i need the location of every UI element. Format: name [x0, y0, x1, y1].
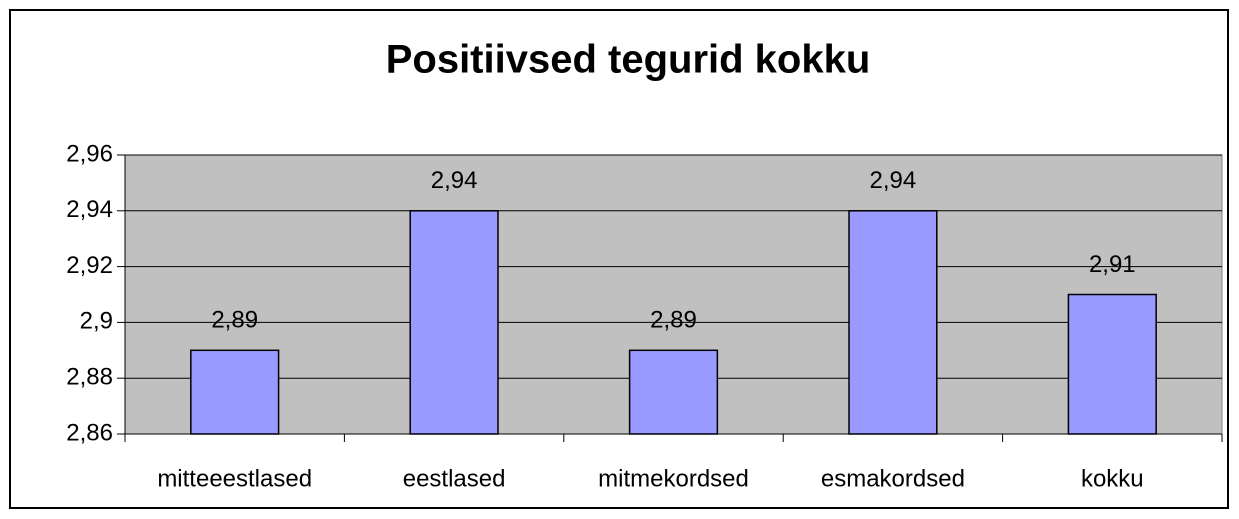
x-tick-label: mitmekordsed — [598, 465, 749, 492]
y-tick-label: 2,92 — [66, 252, 113, 279]
data-label: 2,89 — [211, 307, 258, 334]
data-label: 2,89 — [650, 307, 697, 334]
y-tick-label: 2,96 — [66, 140, 113, 167]
data-label: 2,94 — [870, 167, 917, 194]
y-tick-label: 2,94 — [66, 196, 113, 223]
x-tick-label: eestlased — [403, 465, 506, 492]
y-tick-label: 2,9 — [80, 308, 113, 335]
x-tick-label: mitteeestlased — [157, 465, 312, 492]
bar — [409, 210, 499, 435]
bar — [190, 349, 280, 435]
data-label: 2,91 — [1089, 251, 1136, 278]
bar — [1067, 293, 1157, 435]
bar — [848, 210, 938, 435]
x-tick-label: kokku — [1081, 465, 1144, 492]
x-tick-label: esmakordsed — [821, 465, 965, 492]
y-tick-label: 2,88 — [66, 364, 113, 391]
bar — [628, 349, 719, 435]
chart-title: Positiivsed tegurid kokku — [386, 38, 871, 82]
data-label: 2,94 — [431, 167, 478, 194]
y-tick-label: 2,86 — [66, 419, 113, 446]
